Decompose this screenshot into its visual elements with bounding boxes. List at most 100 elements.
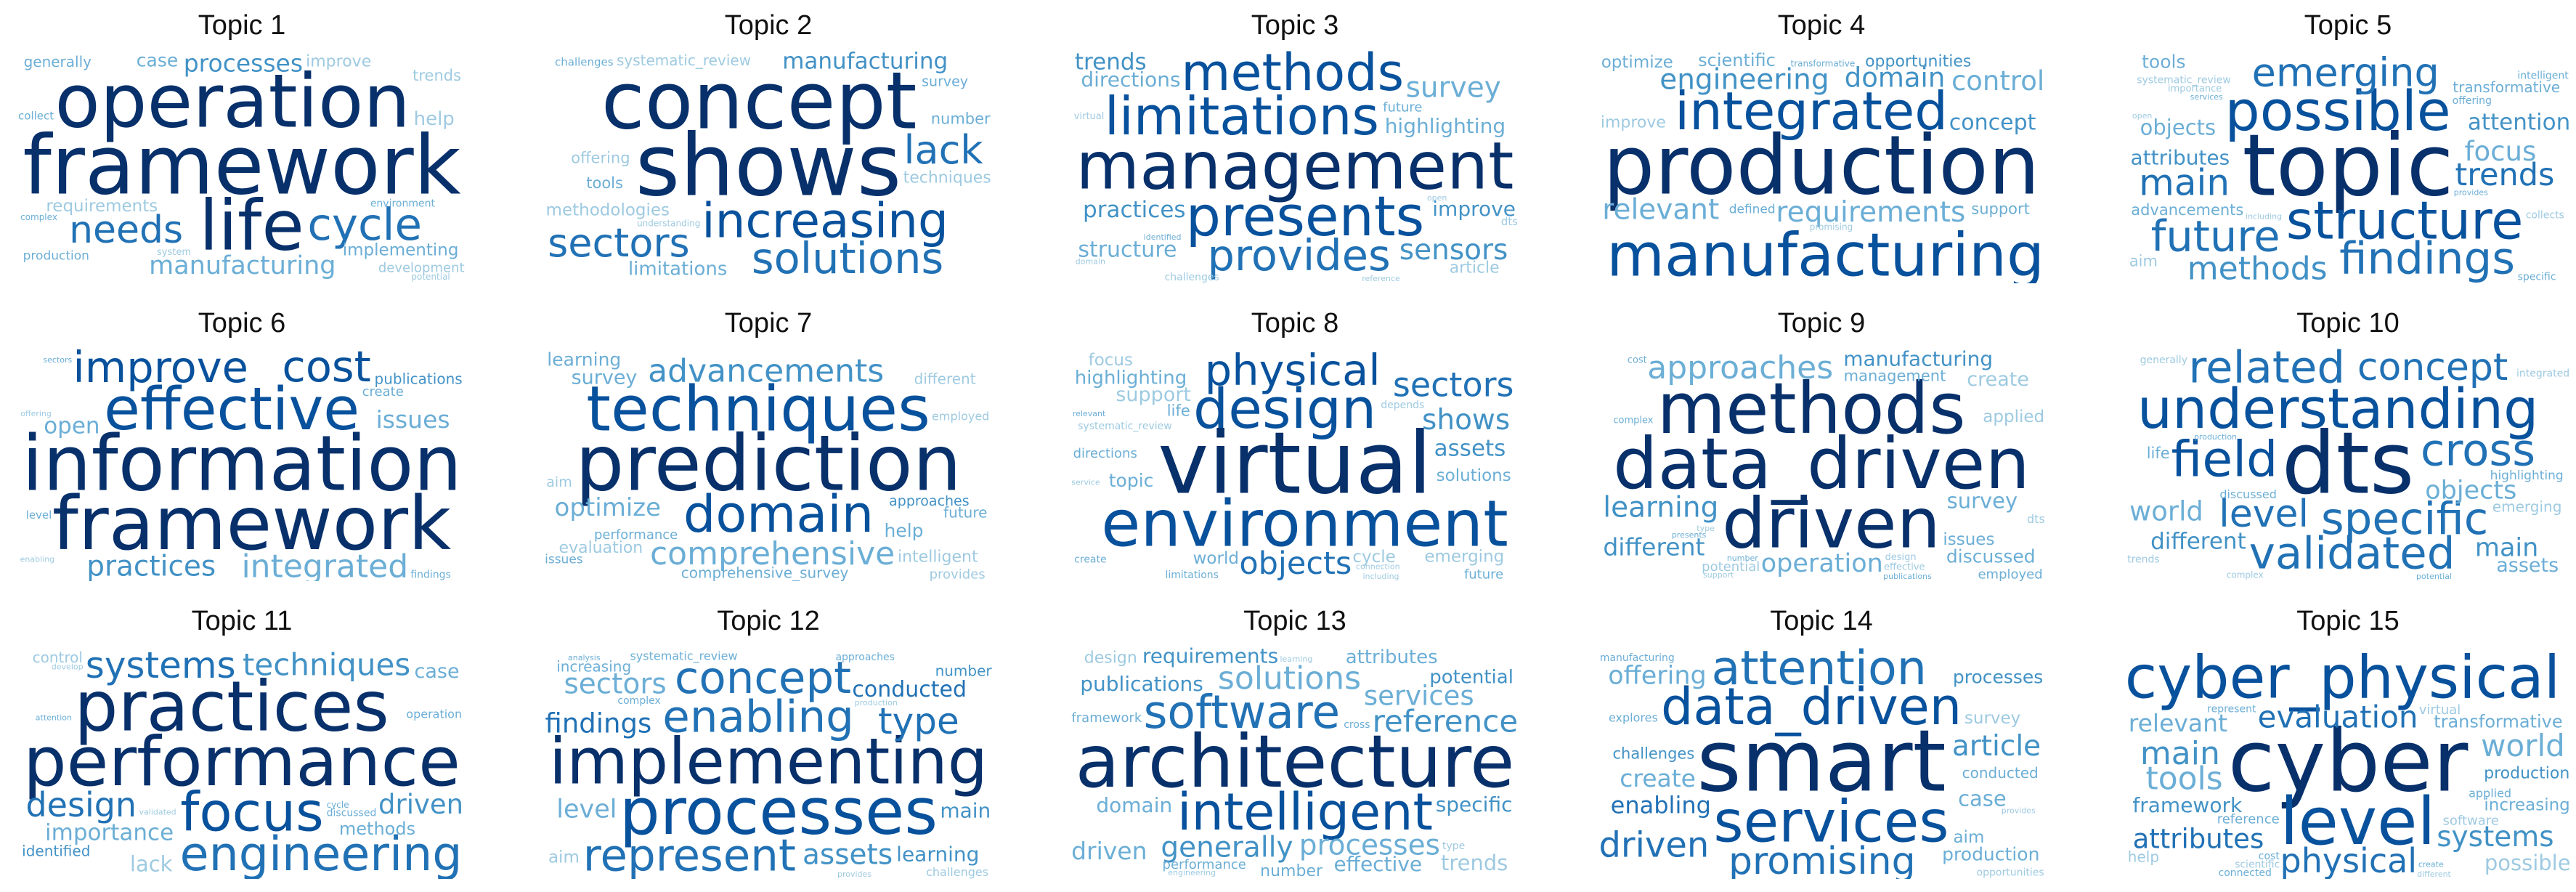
topic-panel: Topic 13 architecture intelligent software s… xyxy=(1070,603,1520,886)
topic-panel: Topic 12 implementing processes enabling con… xyxy=(543,603,994,886)
cloud-word: validated xyxy=(2249,527,2455,579)
cloud-word: life xyxy=(2147,445,2170,462)
cloud-word: virtual xyxy=(2419,702,2461,718)
topic-title: Topic 1 xyxy=(198,10,286,41)
topic-title: Topic 11 xyxy=(191,606,293,636)
cloud-word: production xyxy=(1603,119,2039,214)
cloud-word: tools xyxy=(586,174,623,192)
cloud-word: design xyxy=(1885,552,1917,563)
cloud-word: issues xyxy=(545,552,583,567)
cloud-word: directions xyxy=(1073,446,1137,461)
cloud-word: field xyxy=(2171,431,2278,489)
cloud-word: focus xyxy=(2465,136,2537,167)
cloud-word: relevant xyxy=(2129,709,2227,737)
topic-panel: Topic 1 framework operation life cycle needs m… xyxy=(17,7,467,291)
cloud-word: possible xyxy=(2484,851,2571,875)
cloud-word: represent xyxy=(583,830,796,879)
cloud-word: issues xyxy=(1943,530,1994,549)
cloud-word: production xyxy=(1942,843,2039,864)
cloud-word: specific xyxy=(2321,493,2488,545)
cloud-word: findings xyxy=(545,707,652,739)
cloud-word: manufacturing xyxy=(1600,652,1675,664)
cloud-word: collect xyxy=(18,110,54,123)
cloud-word: sectors xyxy=(564,668,666,701)
cloud-word: provides xyxy=(930,567,986,581)
cloud-word: reference xyxy=(1362,274,1400,283)
cloud-word: domain xyxy=(1845,62,1946,94)
cloud-word: structure xyxy=(2286,190,2524,251)
cloud-word: objects xyxy=(2425,477,2516,506)
cloud-word: different xyxy=(2150,528,2246,554)
cloud-word: cross xyxy=(2421,425,2535,477)
cloud-word: processes xyxy=(184,51,303,77)
cloud-word: tools xyxy=(2145,760,2222,797)
cloud-word: attention xyxy=(36,713,72,723)
cloud-word: future xyxy=(2151,211,2280,261)
cloud-word: attributes xyxy=(2133,823,2264,854)
cloud-word: discussed xyxy=(1946,546,2036,567)
cloud-word: attention xyxy=(1711,646,1927,696)
cloud-word: employed xyxy=(932,410,989,423)
cloud-word: trends xyxy=(1075,51,1147,76)
cloud-word: future xyxy=(1383,100,1422,115)
cloud-word: attention xyxy=(2468,110,2570,136)
cloud-word: case xyxy=(1958,786,2007,811)
cloud-word: publications xyxy=(1080,672,1203,696)
cloud-word: survey xyxy=(922,73,968,89)
cloud-word: aim xyxy=(548,848,580,867)
cloud-word: attributes xyxy=(1346,646,1438,668)
cloud-word: software xyxy=(2443,814,2499,829)
cloud-word: life xyxy=(1167,402,1190,420)
cloud-word: design xyxy=(25,785,137,824)
cloud-word: offering xyxy=(571,149,630,166)
cloud-word: services xyxy=(2190,92,2223,102)
cloud-word: findings xyxy=(2339,233,2515,283)
cloud-word: design xyxy=(1084,649,1137,668)
cloud-word: connected xyxy=(2219,867,2272,879)
cloud-word: shows xyxy=(1422,404,1510,437)
cloud-word: systematic_review xyxy=(1078,421,1172,432)
cloud-word: dts xyxy=(2282,413,2415,514)
cloud-word: including xyxy=(1362,572,1399,581)
cloud-word: level xyxy=(26,508,52,522)
cloud-word: approaches xyxy=(835,652,894,663)
cloud-word: intelligent xyxy=(2517,70,2569,82)
cloud-word: manufacturing xyxy=(149,251,336,280)
cloud-word: effective xyxy=(1333,852,1422,876)
topic-panel: Topic 5 topic possible structure findings fut… xyxy=(2123,7,2573,291)
cloud-word: publications xyxy=(1883,572,1932,581)
cloud-word: methods xyxy=(339,819,415,839)
cloud-word: connection xyxy=(1356,562,1400,572)
cloud-word: main xyxy=(2140,735,2220,772)
cloud-word: concept xyxy=(601,55,917,147)
cloud-word: manufacturing xyxy=(1843,349,1993,371)
cloud-word: driven xyxy=(378,789,463,820)
cloud-word: world xyxy=(2481,728,2565,763)
cloud-word: intelligent xyxy=(1177,782,1433,842)
cloud-word: case xyxy=(137,51,178,71)
cloud-word: methodologies xyxy=(546,200,670,219)
cloud-word: concept xyxy=(1949,110,2036,135)
cloud-word: cross xyxy=(1344,719,1370,731)
cloud-word: control xyxy=(1951,65,2044,97)
cloud-word: trends xyxy=(2455,157,2554,193)
cloud-word: improve xyxy=(1432,197,1516,221)
cloud-word: manufacturing xyxy=(1606,221,2044,283)
cloud-word: importance xyxy=(45,820,174,846)
cloud-word: cycle xyxy=(1352,548,1395,567)
cloud-word: conducted xyxy=(852,677,967,702)
word-cloud: production manufacturing integrated require… xyxy=(1601,51,2044,283)
topic-title: Topic 3 xyxy=(1251,10,1339,41)
cloud-word: practices xyxy=(1083,197,1186,223)
cloud-word: complex xyxy=(20,212,57,222)
cloud-word: limitations xyxy=(1105,86,1379,147)
cloud-word: production xyxy=(2484,765,2569,783)
topic-panel: Topic 4 production manufacturing integrated… xyxy=(1596,7,2047,291)
cloud-word: relevant xyxy=(1073,409,1106,418)
cloud-word: control xyxy=(33,649,83,666)
cloud-word: analysis xyxy=(568,653,601,662)
